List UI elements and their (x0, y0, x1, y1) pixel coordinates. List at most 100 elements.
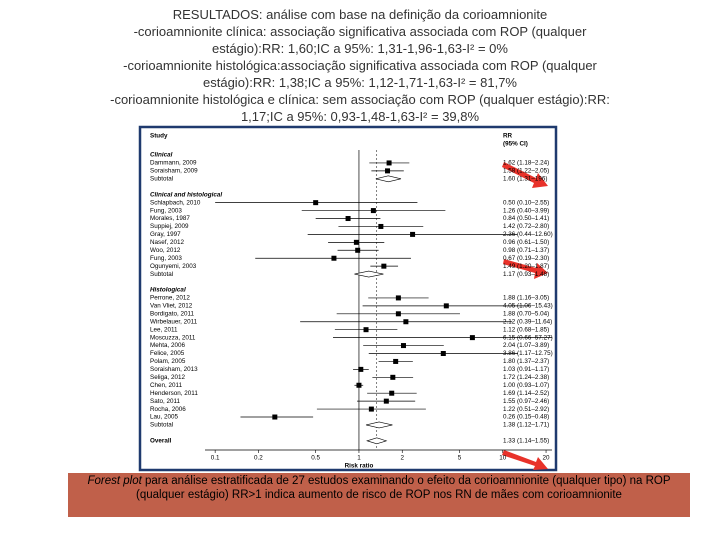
rr-header: RR (503, 133, 513, 140)
x-tick-label: 5 (458, 455, 462, 462)
x-tick-label: 0.2 (254, 455, 263, 462)
x-tick-label: 20 (543, 455, 551, 462)
study-name: Perrone, 2012 (150, 295, 190, 302)
summary-diamond (365, 421, 393, 429)
point-estimate (313, 200, 319, 206)
value-label: 1.38 (1.12–1.71) (503, 422, 549, 429)
study-name: Soraisham, 2009 (150, 168, 198, 175)
study-name: Woo, 2012 (150, 247, 181, 254)
arrow (503, 259, 548, 279)
summary-diamond (354, 270, 384, 278)
point-estimate (403, 319, 409, 325)
x-axis-label: Risk ratio (345, 463, 374, 470)
study-name: Soraisham, 2013 (150, 366, 198, 373)
group-label: Clinical (150, 152, 173, 159)
subtotal-name: Subtotal (150, 422, 173, 429)
value-label: 1.69 (1.14–2.52) (503, 390, 549, 397)
result-line: -corioamnionite clínica: associação sign… (133, 24, 587, 56)
study-name: Bordigato, 2011 (150, 310, 194, 317)
caption: Forest plot para análise estratificada d… (68, 473, 690, 517)
summary-diamond (375, 175, 402, 183)
value-label: 1.72 (1.24–2.38) (503, 374, 549, 381)
value-label: 0.98 (0.71–1.37) (503, 247, 549, 254)
value-label: 1.03 (0.91–1.17) (503, 366, 549, 373)
group-label: Clinical and histological (150, 191, 222, 198)
study-name: Morales, 1987 (150, 215, 190, 222)
overall-name: Overall (150, 438, 172, 445)
point-estimate (440, 351, 446, 356)
point-estimate (381, 263, 387, 269)
point-estimate (410, 231, 416, 237)
study-name: Sato, 2011 (150, 398, 180, 405)
point-estimate (363, 327, 369, 333)
study-name: Nasef, 2012 (150, 239, 184, 246)
study-name: Chen, 2011 (150, 382, 183, 389)
value-label: 0.96 (0.61–1.50) (503, 239, 549, 246)
study-name: Wirbelauer, 2011 (150, 318, 198, 325)
subtotal-name: Subtotal (150, 175, 173, 182)
point-estimate (368, 406, 374, 412)
study-name: Lau, 2005 (150, 414, 179, 421)
value-label: 0.84 (0.50–1.41) (503, 215, 549, 222)
caption-text: para análise estratificada de 27 estudos… (136, 475, 671, 501)
study-name: Ogunyemi, 2003 (150, 263, 197, 270)
study-name: Polam, 2005 (150, 358, 186, 365)
point-estimate (385, 168, 391, 174)
point-estimate (355, 247, 361, 253)
x-tick-label: 0.5 (311, 455, 320, 462)
value-label: 1.49 (1.20–1.87) (503, 263, 549, 270)
value-label: 1.33 (1.14–1.55) (503, 438, 549, 445)
figure-frame (138, 125, 558, 472)
study-name: Suppiej, 2009 (150, 223, 189, 230)
value-label: 4.05 (1.06–15.43) (503, 303, 553, 310)
value-label: 1.58 (1.22–2.05) (503, 168, 549, 175)
value-label: 1.60 (1.31–196) (503, 175, 547, 182)
value-label: 1.55 (0.97–2.46) (503, 398, 549, 405)
study-name: Henderson, 2011 (150, 390, 198, 397)
point-estimate (378, 223, 384, 229)
value-label: 1.80 (1.37–2.37) (503, 358, 549, 365)
group-label: Histological (150, 287, 186, 294)
x-tick-label: 1 (357, 455, 361, 462)
value-label: 2.12 (0.39–11.64) (503, 318, 552, 325)
value-label: 2.04 (1.07–3.89) (503, 342, 549, 349)
value-label: 0.26 (0.15–0.48) (503, 414, 549, 421)
arrow (502, 450, 548, 470)
arrow (502, 162, 548, 188)
point-estimate (356, 382, 362, 388)
point-estimate (386, 160, 392, 166)
point-estimate (389, 390, 395, 396)
study-name: Mehta, 2006 (150, 342, 186, 349)
value-label: 1.42 (0.72–2.80) (503, 223, 549, 230)
study-name: Rocha, 2006 (150, 406, 186, 413)
value-label: 1.00 (0.93–1.07) (503, 382, 549, 389)
value-label: 1.88 (1.16–3.05) (503, 295, 549, 302)
x-tick-label: 2 (400, 455, 404, 462)
study-header: Study (150, 133, 168, 140)
point-estimate (358, 366, 364, 372)
point-estimate (395, 311, 401, 317)
caption-emphasis: Forest plot (87, 475, 142, 487)
slide-title: RESULTADOS: análise com base na definiçã… (172, 7, 548, 22)
arrows (502, 162, 548, 470)
point-estimate (383, 398, 389, 404)
slide-header: RESULTADOS: análise com base na definiçã… (105, 6, 615, 125)
result-line: -corioamnionite histológica e clínica: s… (110, 92, 610, 124)
study-name: Van Vliet, 2012 (150, 303, 193, 310)
x-tick-label: 10 (499, 455, 507, 462)
study-name: Fung, 2003 (150, 207, 182, 214)
point-estimate (331, 255, 337, 261)
study-name: Lee, 2011 (150, 326, 178, 333)
study-name: Schlapbach, 2010 (150, 199, 201, 206)
value-label: 3.86 (1.17–12.75) (503, 350, 553, 357)
summary-diamond (366, 437, 388, 445)
point-estimate (443, 303, 449, 309)
value-label: 6.15 (0.66–57.27) (503, 334, 553, 341)
point-estimate (395, 295, 401, 301)
value-label: 1.22 (0.51–2.92) (503, 406, 549, 413)
value-label: 0.67 (0.19–2.30) (503, 255, 549, 262)
result-line: -corioamnionite histológica:associação s… (123, 58, 597, 90)
study-name: Gray, 1997 (150, 231, 181, 238)
